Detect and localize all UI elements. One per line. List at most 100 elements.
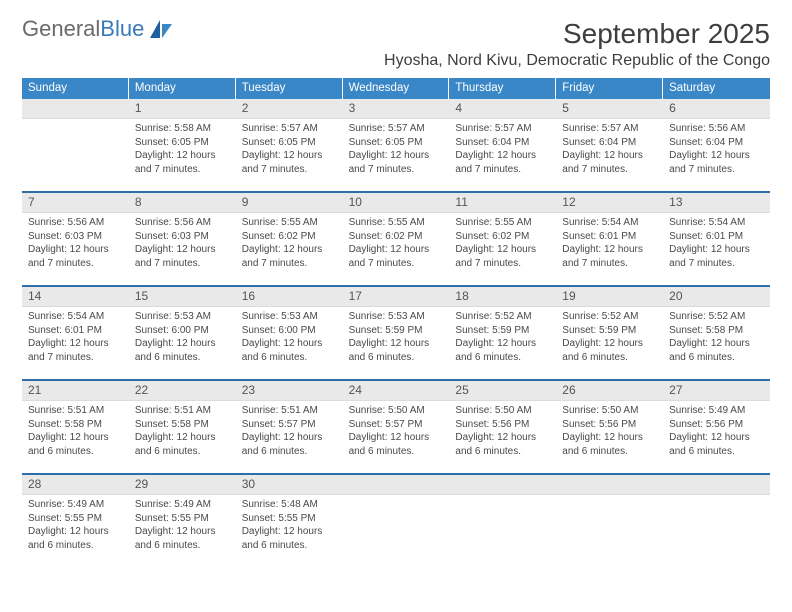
day-number: 20 (663, 287, 770, 307)
day-details: Sunrise: 5:52 AMSunset: 5:58 PMDaylight:… (669, 307, 768, 364)
day-number: 10 (343, 193, 450, 213)
day-detail-line: Sunrise: 5:56 AM (669, 122, 768, 136)
day-cell: 19Sunrise: 5:52 AMSunset: 5:59 PMDayligh… (556, 287, 663, 373)
day-cell: 30Sunrise: 5:48 AMSunset: 5:55 PMDayligh… (236, 475, 343, 561)
logo-sail-icon (148, 18, 174, 40)
day-cell: 22Sunrise: 5:51 AMSunset: 5:58 PMDayligh… (129, 381, 236, 467)
day-detail-line: Sunset: 5:55 PM (242, 512, 341, 526)
day-details: Sunrise: 5:54 AMSunset: 6:01 PMDaylight:… (28, 307, 127, 364)
day-detail-line: and 7 minutes. (242, 257, 341, 271)
day-detail-line: and 7 minutes. (455, 163, 554, 177)
day-detail-line: and 7 minutes. (28, 351, 127, 365)
day-cell: 4Sunrise: 5:57 AMSunset: 6:04 PMDaylight… (449, 99, 556, 185)
day-detail-line: and 7 minutes. (28, 257, 127, 271)
day-number: 6 (663, 99, 770, 119)
day-cell (22, 99, 129, 185)
day-detail-line: Daylight: 12 hours (28, 337, 127, 351)
day-details (349, 495, 448, 498)
day-details: Sunrise: 5:54 AMSunset: 6:01 PMDaylight:… (562, 213, 661, 270)
day-details: Sunrise: 5:53 AMSunset: 6:00 PMDaylight:… (135, 307, 234, 364)
day-details (28, 119, 127, 122)
day-detail-line: Daylight: 12 hours (242, 337, 341, 351)
day-details (562, 495, 661, 498)
day-cell: 13Sunrise: 5:54 AMSunset: 6:01 PMDayligh… (663, 193, 770, 279)
day-detail-line: Sunrise: 5:49 AM (135, 498, 234, 512)
day-details: Sunrise: 5:58 AMSunset: 6:05 PMDaylight:… (135, 119, 234, 176)
day-detail-line: Daylight: 12 hours (669, 243, 768, 257)
day-detail-line: Sunrise: 5:50 AM (562, 404, 661, 418)
day-detail-line: and 6 minutes. (135, 445, 234, 459)
day-cell (449, 475, 556, 561)
day-detail-line: Daylight: 12 hours (562, 243, 661, 257)
day-detail-line: and 6 minutes. (28, 539, 127, 553)
day-details: Sunrise: 5:51 AMSunset: 5:58 PMDaylight:… (135, 401, 234, 458)
day-number: 22 (129, 381, 236, 401)
day-detail-line: and 6 minutes. (669, 445, 768, 459)
day-detail-line: Sunset: 6:00 PM (242, 324, 341, 338)
day-detail-line: and 6 minutes. (242, 351, 341, 365)
day-number: 18 (449, 287, 556, 307)
logo-word-primary: General (22, 16, 100, 41)
day-detail-line: Sunrise: 5:57 AM (242, 122, 341, 136)
day-number: 21 (22, 381, 129, 401)
day-detail-line: Sunrise: 5:53 AM (242, 310, 341, 324)
day-detail-line: Sunrise: 5:55 AM (349, 216, 448, 230)
day-detail-line: Sunrise: 5:54 AM (562, 216, 661, 230)
weeks-container: 1Sunrise: 5:58 AMSunset: 6:05 PMDaylight… (22, 99, 770, 561)
day-number: 9 (236, 193, 343, 213)
day-detail-line: Sunrise: 5:52 AM (562, 310, 661, 324)
day-cell (343, 475, 450, 561)
day-detail-line: Sunrise: 5:56 AM (135, 216, 234, 230)
day-detail-line: and 7 minutes. (562, 257, 661, 271)
day-detail-line: and 6 minutes. (349, 351, 448, 365)
day-number: 30 (236, 475, 343, 495)
day-detail-line: Sunset: 6:04 PM (455, 136, 554, 150)
day-detail-line: Daylight: 12 hours (135, 337, 234, 351)
day-cell: 17Sunrise: 5:53 AMSunset: 5:59 PMDayligh… (343, 287, 450, 373)
day-details: Sunrise: 5:53 AMSunset: 6:00 PMDaylight:… (242, 307, 341, 364)
day-detail-line: Sunrise: 5:49 AM (669, 404, 768, 418)
day-cell: 16Sunrise: 5:53 AMSunset: 6:00 PMDayligh… (236, 287, 343, 373)
day-detail-line: Sunset: 5:59 PM (455, 324, 554, 338)
brand-logo: GeneralBlue (22, 18, 174, 40)
day-number: 26 (556, 381, 663, 401)
day-details: Sunrise: 5:51 AMSunset: 5:58 PMDaylight:… (28, 401, 127, 458)
day-cell: 11Sunrise: 5:55 AMSunset: 6:02 PMDayligh… (449, 193, 556, 279)
day-detail-line: Sunrise: 5:50 AM (349, 404, 448, 418)
weekday-header: Saturday (663, 78, 770, 99)
day-details: Sunrise: 5:50 AMSunset: 5:56 PMDaylight:… (455, 401, 554, 458)
day-detail-line: Daylight: 12 hours (562, 149, 661, 163)
logo-text: GeneralBlue (22, 18, 144, 40)
day-detail-line: Sunset: 5:58 PM (28, 418, 127, 432)
day-detail-line: Sunrise: 5:50 AM (455, 404, 554, 418)
day-detail-line: Sunrise: 5:51 AM (28, 404, 127, 418)
day-detail-line: Sunset: 5:56 PM (562, 418, 661, 432)
day-cell: 21Sunrise: 5:51 AMSunset: 5:58 PMDayligh… (22, 381, 129, 467)
day-detail-line: Sunset: 5:58 PM (135, 418, 234, 432)
day-details: Sunrise: 5:55 AMSunset: 6:02 PMDaylight:… (242, 213, 341, 270)
day-detail-line: Daylight: 12 hours (455, 431, 554, 445)
day-number: 1 (129, 99, 236, 119)
day-number: 19 (556, 287, 663, 307)
day-cell: 6Sunrise: 5:56 AMSunset: 6:04 PMDaylight… (663, 99, 770, 185)
day-details: Sunrise: 5:55 AMSunset: 6:02 PMDaylight:… (455, 213, 554, 270)
day-number (343, 475, 450, 495)
day-detail-line: Sunset: 6:03 PM (135, 230, 234, 244)
day-detail-line: Daylight: 12 hours (349, 431, 448, 445)
day-detail-line: Daylight: 12 hours (135, 243, 234, 257)
day-details: Sunrise: 5:54 AMSunset: 6:01 PMDaylight:… (669, 213, 768, 270)
day-number (663, 475, 770, 495)
day-cell: 18Sunrise: 5:52 AMSunset: 5:59 PMDayligh… (449, 287, 556, 373)
day-detail-line: Sunset: 5:57 PM (349, 418, 448, 432)
day-detail-line: and 6 minutes. (455, 445, 554, 459)
day-details: Sunrise: 5:49 AMSunset: 5:55 PMDaylight:… (28, 495, 127, 552)
day-detail-line: and 6 minutes. (135, 539, 234, 553)
day-detail-line: Sunset: 6:01 PM (669, 230, 768, 244)
day-detail-line: Daylight: 12 hours (455, 149, 554, 163)
week-row: 28Sunrise: 5:49 AMSunset: 5:55 PMDayligh… (22, 473, 770, 561)
day-detail-line: Sunset: 5:58 PM (669, 324, 768, 338)
logo-word-secondary: Blue (100, 16, 144, 41)
day-details: Sunrise: 5:49 AMSunset: 5:56 PMDaylight:… (669, 401, 768, 458)
day-cell: 2Sunrise: 5:57 AMSunset: 6:05 PMDaylight… (236, 99, 343, 185)
day-detail-line: Daylight: 12 hours (349, 149, 448, 163)
